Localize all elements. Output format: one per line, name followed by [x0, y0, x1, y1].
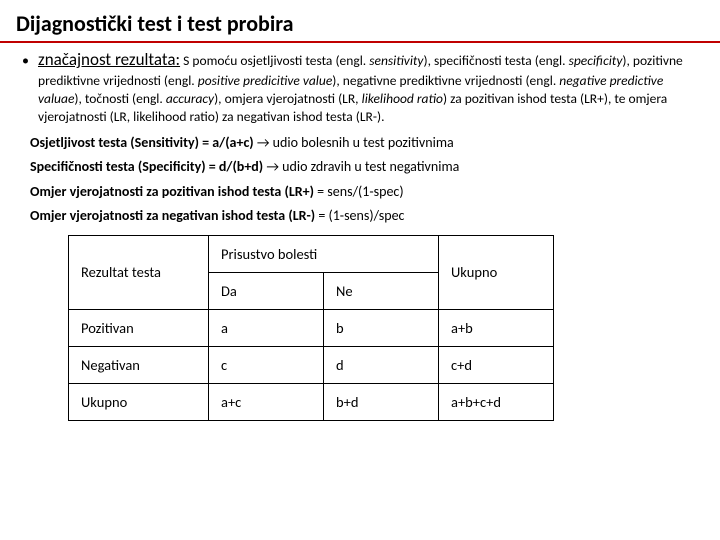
contingency-table: Rezultat testa Prisustvo bolesti Ukupno … [68, 235, 554, 421]
bullet-text: značajnost rezultata: S pomoću osjetljiv… [38, 49, 700, 127]
l3b: Omjer vjerojatnosti za pozitivan ishod t… [30, 183, 317, 200]
cell: a [209, 309, 324, 346]
cell: c [209, 346, 324, 383]
formula-sensitivity: Osjetljivost testa (Sensitivity) = a/(a+… [30, 134, 700, 152]
bp1: sensitivity [369, 52, 423, 69]
table-row: Pozitivan a b a+b [69, 309, 554, 346]
l4b: Omjer vjerojatnosti za negativan ishod t… [30, 207, 318, 224]
cell: b+d [324, 383, 439, 420]
bullet-lead: značajnost rezultata: [38, 49, 180, 70]
main-bullet: • značajnost rezultata: S pomoću osjetlj… [20, 49, 700, 127]
formula-lr-minus: Omjer vjerojatnosti za negativan ishod t… [30, 207, 700, 225]
formula-specificity: Specifičnosti testa (Specificity) = d/(b… [30, 158, 700, 176]
cell: Negativan [69, 346, 209, 383]
th-ukupno: Ukupno [439, 235, 554, 309]
table-row: Negativan c d c+d [69, 346, 554, 383]
cell: d [324, 346, 439, 383]
cell: a+b+c+d [439, 383, 554, 420]
th-da: Da [209, 272, 324, 309]
l1b: Osjetljivost testa (Sensitivity) = a/(a+… [30, 134, 257, 151]
bp6: ), negativne prediktivne vrijednosti (en… [332, 72, 559, 89]
cell: Ukupno [69, 383, 209, 420]
bp2: ), specifičnosti testa (engl. [423, 52, 568, 69]
th-ne: Ne [324, 272, 439, 309]
th-rezultat: Rezultat testa [69, 235, 209, 309]
table-row: Ukupno a+c b+d a+b+c+d [69, 383, 554, 420]
l3r: = sens/(1-spec) [317, 183, 403, 200]
page-title: Dijagnostički test i test probira [0, 0, 720, 43]
l4r: = (1-sens)/spec [318, 207, 404, 224]
th-prisustvo: Prisustvo bolesti [209, 235, 439, 272]
content-area: • značajnost rezultata: S pomoću osjetlj… [0, 49, 720, 421]
bp8: ), točnosti (engl. [74, 90, 165, 107]
bp0: S pomoću osjetljivosti testa (engl. [180, 52, 369, 69]
bp5: positive predicitive value [198, 72, 333, 89]
bp3: specificity [569, 52, 623, 69]
formula-lr-plus: Omjer vjerojatnosti za pozitivan ishod t… [30, 183, 700, 201]
l2r: → udio zdravih u test negativnima [266, 158, 459, 175]
cell: a+c [209, 383, 324, 420]
bp11: likelihood ratio [362, 90, 443, 107]
l2b: Specifičnosti testa (Specificity) = d/(b… [30, 158, 266, 175]
cell: Pozitivan [69, 309, 209, 346]
table-header-row: Rezultat testa Prisustvo bolesti Ukupno [69, 235, 554, 272]
bp10: ), omjera vjerojatnosti (LR, [214, 90, 362, 107]
bullet-marker: • [20, 49, 38, 69]
bp9: accuracy [166, 90, 214, 107]
cell: c+d [439, 346, 554, 383]
l1r: → udio bolesnih u test pozitivnima [257, 134, 454, 151]
cell: b [324, 309, 439, 346]
cell: a+b [439, 309, 554, 346]
